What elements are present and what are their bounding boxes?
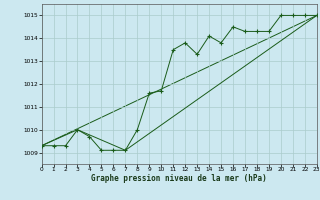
X-axis label: Graphe pression niveau de la mer (hPa): Graphe pression niveau de la mer (hPa): [91, 174, 267, 183]
